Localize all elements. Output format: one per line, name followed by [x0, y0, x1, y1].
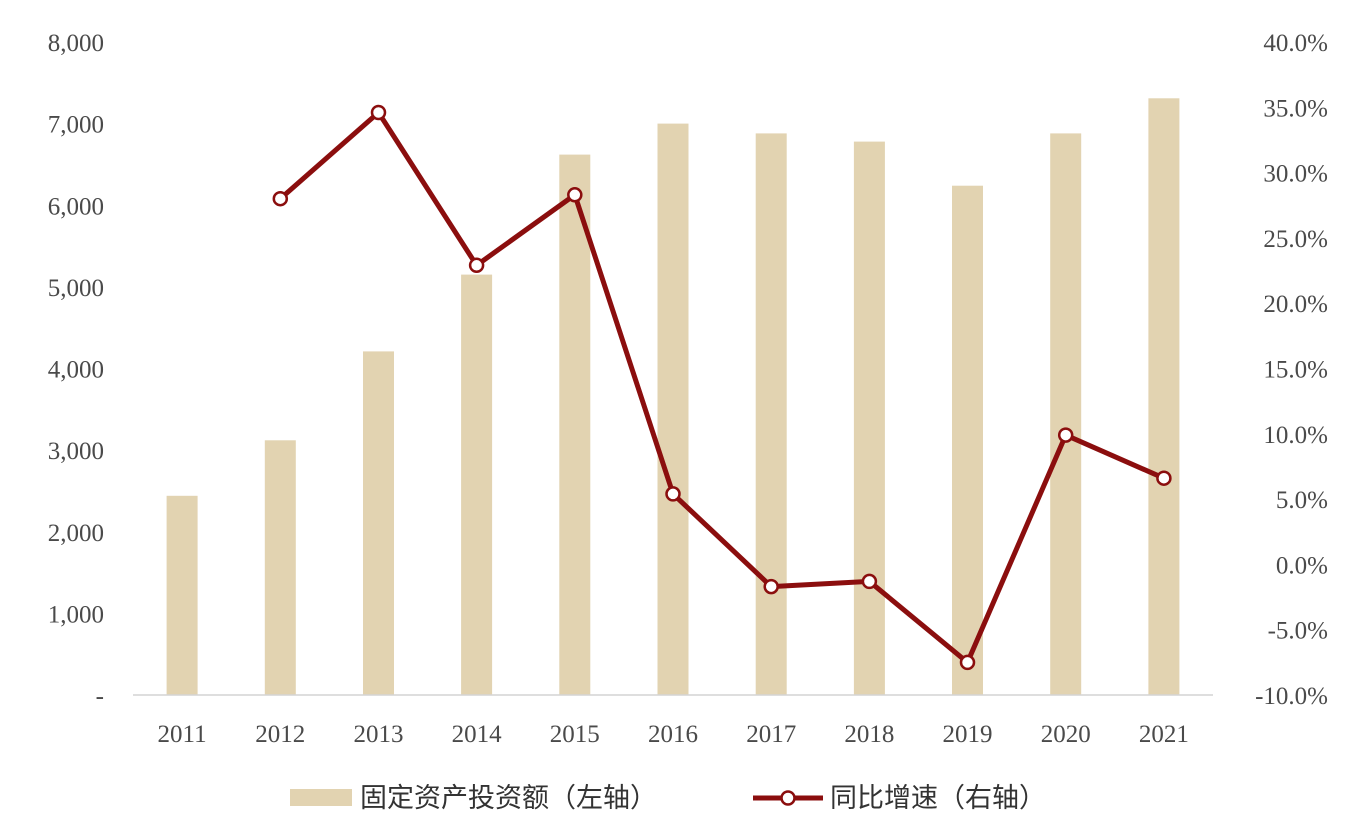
line-point-2021 — [1156, 470, 1172, 486]
left-axis-ticks: - 1,000 2,000 3,000 4,000 5,000 6,000 7,000 8,00… — [48, 30, 104, 710]
left-tick-label: 3,000 — [48, 438, 104, 465]
left-tick-label: 1,000 — [48, 601, 104, 628]
right-tick-label: 30.0% — [1263, 161, 1328, 188]
line-point-2015 — [567, 187, 583, 203]
right-tick-label: 0.0% — [1276, 552, 1328, 579]
line-point-2020 — [1057, 427, 1074, 443]
legend-line-marker — [780, 790, 796, 806]
right-tick-label: -5.0% — [1268, 618, 1328, 645]
bar-2014 — [461, 274, 493, 695]
line-series — [272, 104, 1172, 671]
x-tick-label: 2020 — [1041, 721, 1091, 748]
right-tick-label: 25.0% — [1263, 226, 1328, 253]
bar-2021 — [1148, 98, 1180, 696]
growth-line — [278, 110, 1165, 665]
legend-bar-swatch — [290, 789, 352, 806]
right-tick-label: 10.0% — [1263, 422, 1328, 449]
x-tick-label: 2021 — [1139, 721, 1189, 748]
bar-2011 — [166, 495, 198, 695]
x-axis-ticks: 2011 2012 2013 2014 2015 2016 2017 2018 2019 2020… — [158, 721, 1189, 748]
right-tick-label: 5.0% — [1276, 487, 1328, 514]
right-tick-label: 20.0% — [1263, 291, 1328, 318]
line-point-2018 — [861, 573, 878, 590]
left-tick-label: 4,000 — [48, 357, 104, 384]
bar-2016 — [657, 123, 689, 696]
right-tick-label: 40.0% — [1263, 30, 1328, 57]
line-point-2013 — [370, 104, 387, 121]
bar-2013 — [363, 351, 394, 695]
line-point-2017 — [763, 578, 779, 595]
x-tick-label: 2016 — [648, 721, 698, 748]
bar-2019 — [952, 185, 983, 695]
bar-2018 — [853, 141, 885, 696]
left-tick-label: 8,000 — [48, 30, 104, 57]
bar-2017 — [755, 133, 787, 695]
x-tick-label: 2019 — [943, 721, 993, 748]
x-tick-label: 2013 — [354, 721, 404, 748]
left-tick-label: - — [96, 683, 104, 710]
bar-2012 — [264, 440, 296, 695]
right-tick-label: 15.0% — [1263, 357, 1328, 384]
bar-series — [166, 98, 1180, 696]
x-tick-label: 2011 — [158, 721, 207, 748]
x-tick-label: 2017 — [746, 721, 796, 748]
left-tick-label: 2,000 — [48, 520, 104, 547]
legend-line-label: 同比增速（右轴） — [830, 783, 1046, 814]
legend-bar-label: 固定资产投资额（左轴） — [360, 783, 657, 814]
x-tick-label: 2015 — [550, 721, 600, 748]
left-tick-label: 7,000 — [48, 112, 104, 139]
bar-2020 — [1050, 133, 1082, 695]
left-tick-label: 5,000 — [48, 275, 104, 302]
right-tick-label: -10.0% — [1255, 683, 1328, 710]
right-axis-ticks: -10.0% -5.0% 0.0% 5.0% 10.0% 15.0% 20.0% 25.0% 3… — [1255, 30, 1328, 710]
line-point-2012 — [272, 190, 289, 207]
x-tick-label: 2014 — [452, 721, 503, 748]
x-tick-label: 2012 — [255, 721, 305, 748]
legend: 固定资产投资额（左轴） 同比增速（右轴） — [290, 783, 1046, 814]
right-tick-label: 35.0% — [1263, 95, 1328, 122]
line-point-2019 — [959, 654, 976, 671]
x-tick-label: 2018 — [844, 721, 894, 748]
bar-2015 — [559, 154, 591, 696]
line-point-2014 — [468, 257, 485, 274]
left-tick-label: 6,000 — [48, 193, 104, 220]
line-point-2016 — [665, 486, 681, 502]
